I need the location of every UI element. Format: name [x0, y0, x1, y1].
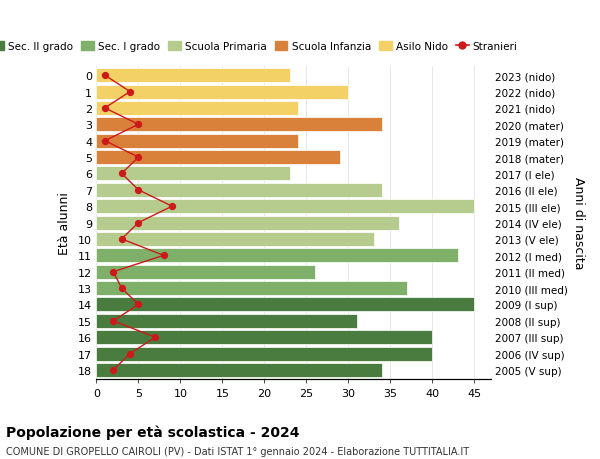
- Bar: [97, 85, 349, 99]
- Bar: [97, 118, 382, 132]
- Point: [134, 301, 143, 308]
- Y-axis label: Età alunni: Età alunni: [58, 192, 71, 254]
- Bar: [97, 298, 475, 312]
- Text: COMUNE DI GROPELLO CAIROLI (PV) - Dati ISTAT 1° gennaio 2024 - Elaborazione TUTT: COMUNE DI GROPELLO CAIROLI (PV) - Dati I…: [6, 446, 469, 456]
- Bar: [97, 330, 433, 344]
- Legend: Sec. II grado, Sec. I grado, Scuola Primaria, Scuola Infanzia, Asilo Nido, Stran: Sec. II grado, Sec. I grado, Scuola Prim…: [0, 38, 522, 56]
- Y-axis label: Anni di nascita: Anni di nascita: [572, 177, 585, 269]
- Bar: [97, 281, 407, 296]
- Bar: [97, 216, 399, 230]
- Point: [125, 89, 135, 96]
- Point: [117, 236, 127, 243]
- Bar: [97, 265, 315, 279]
- Bar: [97, 184, 382, 197]
- Bar: [97, 347, 433, 361]
- Point: [117, 170, 127, 178]
- Bar: [97, 69, 290, 83]
- Point: [167, 203, 177, 210]
- Bar: [97, 151, 340, 165]
- Bar: [97, 134, 298, 148]
- Point: [117, 285, 127, 292]
- Point: [100, 73, 110, 80]
- Bar: [97, 102, 298, 116]
- Point: [100, 105, 110, 112]
- Point: [109, 318, 118, 325]
- Point: [125, 350, 135, 358]
- Point: [109, 269, 118, 276]
- Bar: [97, 363, 382, 377]
- Text: Popolazione per età scolastica - 2024: Popolazione per età scolastica - 2024: [6, 425, 299, 439]
- Bar: [97, 249, 458, 263]
- Point: [134, 121, 143, 129]
- Point: [159, 252, 169, 259]
- Point: [109, 366, 118, 374]
- Point: [151, 334, 160, 341]
- Point: [134, 154, 143, 162]
- Point: [134, 187, 143, 194]
- Bar: [97, 167, 290, 181]
- Point: [134, 219, 143, 227]
- Bar: [97, 314, 357, 328]
- Bar: [97, 232, 374, 246]
- Bar: [97, 200, 475, 214]
- Point: [100, 138, 110, 145]
